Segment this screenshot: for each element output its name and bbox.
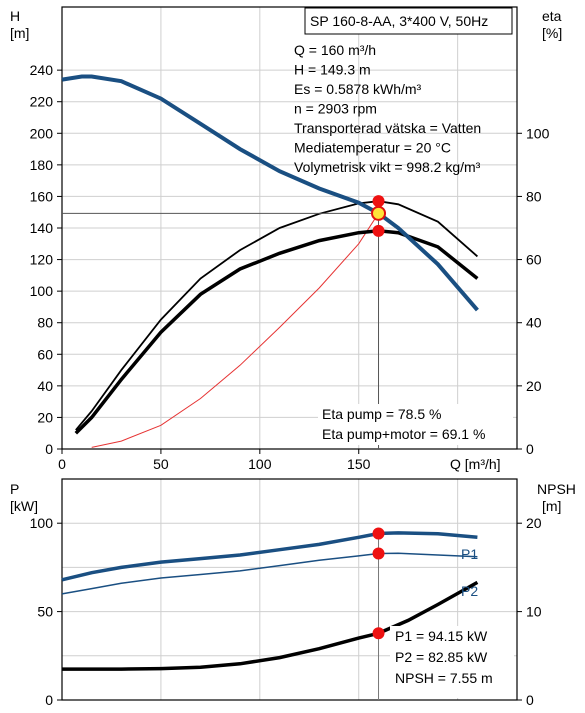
eta-annotation: Eta pump = 78.5 % (322, 406, 441, 422)
y2-axis-label: NPSH (537, 481, 576, 497)
eta-total-marker (372, 224, 385, 237)
y-tick-label: 60 (37, 346, 53, 362)
x-tick-label: 0 (58, 456, 66, 472)
power-annotation: P1 = 94.15 kW (395, 628, 488, 644)
y2-tick-label: 20 (526, 515, 542, 531)
p2-curve (61, 552, 478, 595)
eta-total-curve (74, 229, 479, 435)
y-tick-label: 140 (30, 220, 54, 236)
y-tick-label: 100 (30, 283, 54, 299)
power-annotation: P2 = 82.85 kW (395, 649, 488, 665)
p1-series-label: P1 (461, 546, 478, 562)
p1-marker (372, 527, 385, 540)
y2-tick-label: 40 (526, 315, 542, 331)
power-annotation: NPSH = 7.55 m (395, 670, 493, 686)
y-tick-label: 20 (37, 409, 53, 425)
x-tick-label: 100 (248, 456, 272, 472)
y-tick-label: 200 (30, 125, 54, 141)
bottom-chart: 0 50 100 0 10 20 P[kW] NPSH[m] P1 P2 P1 = 94.15 kW… (10, 478, 576, 708)
p2-series-label: P2 (461, 583, 478, 599)
x-tick-label: 50 (153, 456, 169, 472)
p2-marker (372, 547, 385, 560)
title-box (304, 7, 513, 35)
y-tick-label: 0 (45, 441, 53, 457)
y-tick-label: 180 (30, 157, 54, 173)
eta-pump-curve (75, 200, 478, 431)
y-axis-label: P (10, 481, 19, 497)
npsh-marker (372, 627, 385, 640)
y-tick-label: 120 (30, 252, 54, 268)
info-line: Es = 0.5878 kWh/m³ (294, 81, 422, 97)
npsh-curve (62, 580, 479, 671)
y2-tick-label: 20 (526, 378, 542, 394)
y-tick-label: 80 (37, 315, 53, 331)
y-tick-label: 50 (37, 604, 53, 620)
y2-axis-label: eta (542, 8, 562, 24)
p1-curve (61, 531, 478, 582)
head-curve (61, 74, 479, 312)
y2-tick-label: 0 (526, 692, 534, 708)
y-axis-unit: [m] (10, 25, 29, 41)
info-line: n = 2903 rpm (294, 101, 377, 117)
y2-tick-label: 80 (526, 188, 542, 204)
annotation-bg (318, 404, 513, 445)
info-line: Q = 160 m³/h (294, 42, 376, 58)
eta-pump-marker (372, 195, 385, 208)
y2-tick-label: 100 (526, 125, 550, 141)
y2-tick-label: 10 (526, 604, 542, 620)
y-tick-label: 100 (30, 515, 54, 531)
system-curve (91, 213, 379, 448)
y2-tick-label: 60 (526, 252, 542, 268)
plot-frame (61, 478, 518, 701)
info-line: Mediatemperatur = 20 °C (294, 140, 451, 156)
x-tick-label: 150 (347, 456, 371, 472)
y-tick-label: 220 (30, 94, 54, 110)
y2-axis-unit: [m] (542, 498, 561, 514)
eta-annotation: Eta pump+motor = 69.1 % (322, 426, 485, 442)
duty-point-marker (371, 205, 387, 221)
y2-tick-label: 0 (526, 441, 534, 457)
y-tick-label: 0 (45, 692, 53, 708)
y-tick-label: 40 (37, 378, 53, 394)
chart-title: SP 160-8-AA, 3*400 V, 50Hz (310, 13, 488, 29)
annotation-bg (390, 626, 514, 698)
top-chart: 0 20 40 60 80 100 120 140 160 180 200 220 240 0 20 40 60… (10, 6, 562, 472)
info-line: Volymetrisk vikt = 998.2 kg/m³ (294, 159, 481, 175)
info-line: Transporterad vätska = Vatten (294, 120, 481, 136)
y-tick-label: 160 (30, 188, 54, 204)
info-line: H = 149.3 m (294, 62, 371, 78)
y-axis-unit: [kW] (10, 498, 38, 514)
x-axis-label: Q [m³/h] (450, 456, 501, 472)
y2-axis-unit: [%] (542, 25, 562, 41)
y-axis-label: H (10, 8, 20, 24)
y-tick-label: 240 (30, 62, 54, 78)
